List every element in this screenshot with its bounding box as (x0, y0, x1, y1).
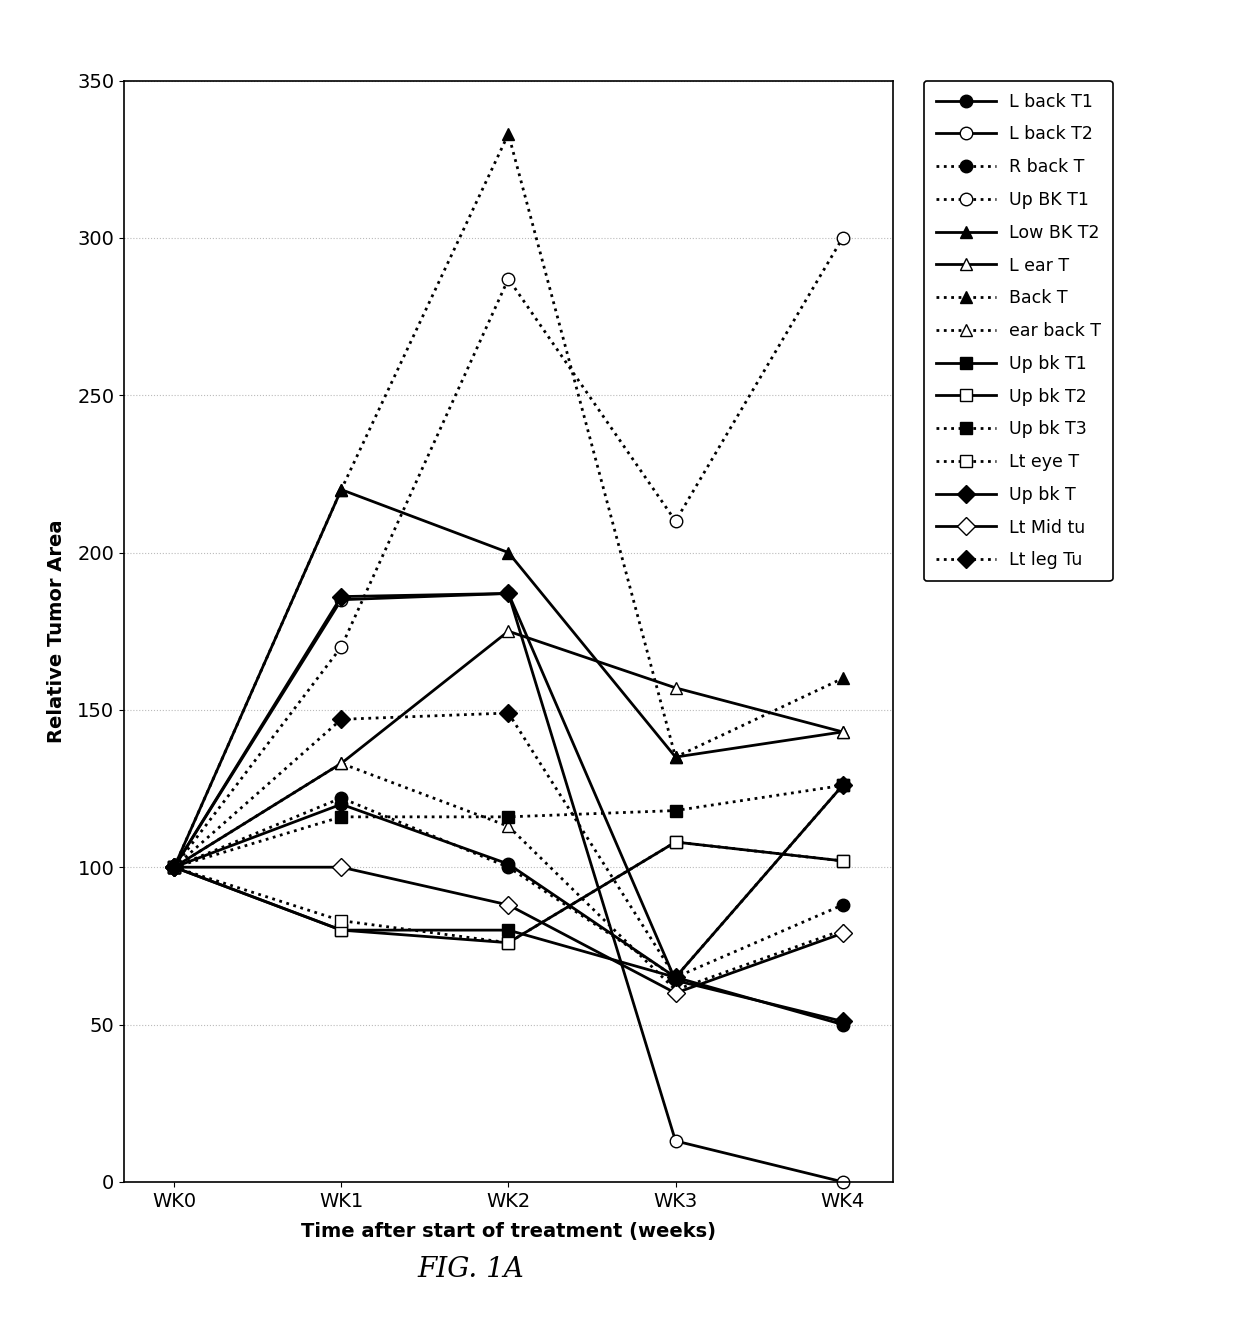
Text: FIG. 1A: FIG. 1A (418, 1256, 525, 1283)
X-axis label: Time after start of treatment (weeks): Time after start of treatment (weeks) (301, 1222, 715, 1241)
Legend: L back T1, L back T2, R back T, Up BK T1, Low BK T2, L ear T, Back T, ear back T: L back T1, L back T2, R back T, Up BK T1… (924, 81, 1112, 582)
Y-axis label: Relative Tumor Area: Relative Tumor Area (47, 520, 66, 743)
